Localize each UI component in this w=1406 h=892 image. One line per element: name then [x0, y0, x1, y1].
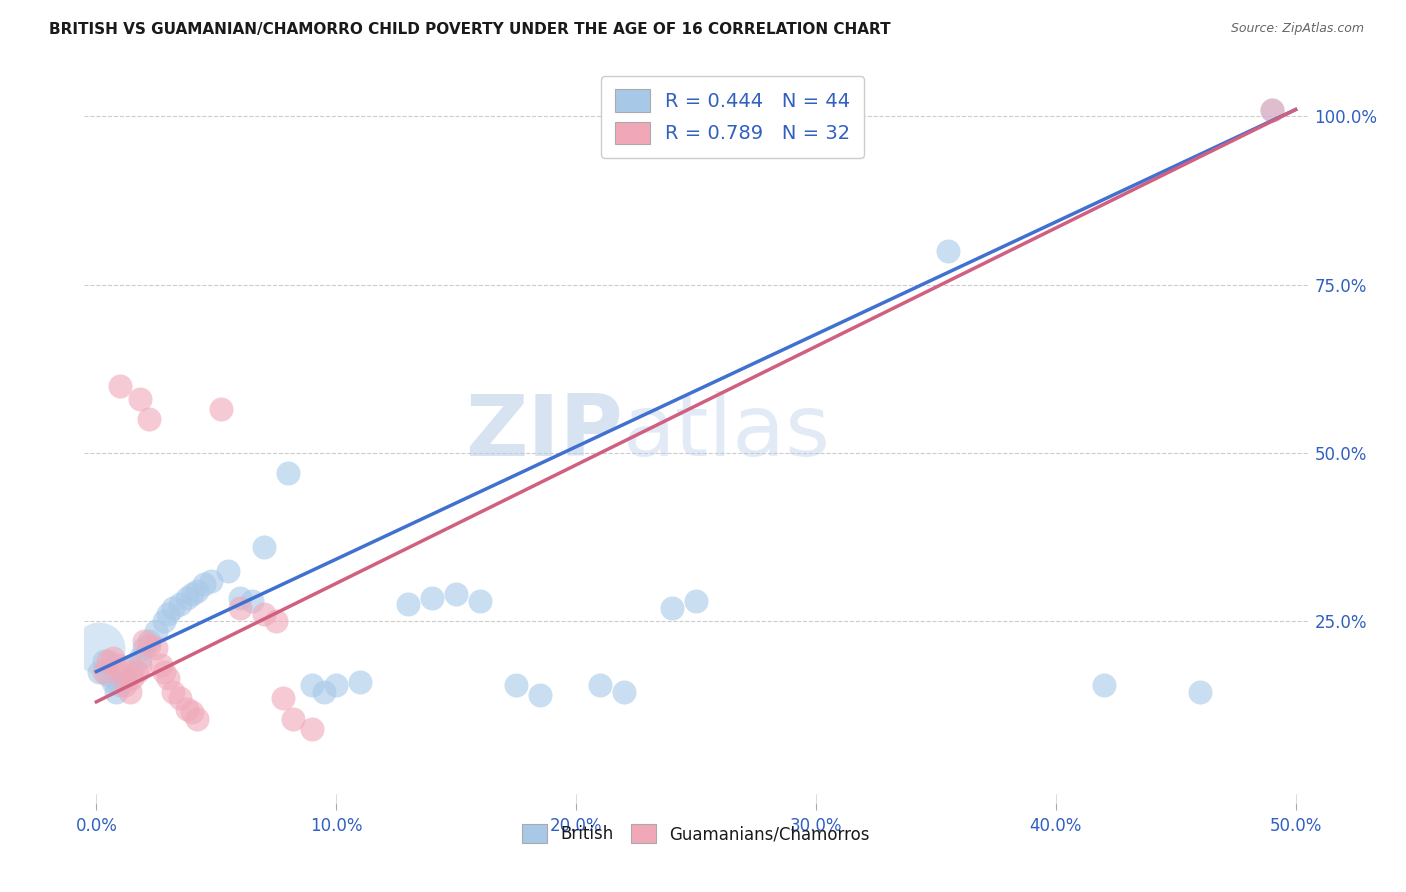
- Point: [314, 685, 336, 699]
- Point: [176, 591, 198, 605]
- Point: [128, 657, 150, 672]
- Point: [114, 671, 136, 685]
- Point: [186, 712, 208, 726]
- Point: [138, 638, 160, 652]
- Point: [420, 591, 443, 605]
- Point: [349, 674, 371, 689]
- Point: [162, 685, 184, 699]
- Point: [152, 665, 174, 679]
- Point: [253, 540, 276, 554]
- Point: [127, 665, 149, 679]
- Point: [145, 640, 167, 655]
- Point: [709, 103, 731, 117]
- Point: [121, 671, 143, 685]
- Point: [93, 655, 115, 669]
- Point: [661, 600, 683, 615]
- Point: [301, 678, 323, 692]
- Point: [186, 583, 208, 598]
- Point: [444, 587, 467, 601]
- Point: [721, 103, 744, 117]
- Point: [505, 678, 527, 692]
- Text: BRITISH VS GUAMANIAN/CHAMORRO CHILD POVERTY UNDER THE AGE OF 16 CORRELATION CHAR: BRITISH VS GUAMANIAN/CHAMORRO CHILD POVE…: [49, 22, 891, 37]
- Point: [157, 671, 180, 685]
- Point: [87, 640, 110, 655]
- Point: [181, 587, 204, 601]
- Point: [193, 577, 215, 591]
- Point: [138, 634, 160, 648]
- Point: [169, 597, 191, 611]
- Point: [134, 634, 156, 648]
- Point: [150, 657, 173, 672]
- Point: [697, 103, 720, 117]
- Point: [121, 661, 143, 675]
- Point: [152, 614, 174, 628]
- Point: [277, 466, 299, 480]
- Point: [169, 691, 191, 706]
- Point: [1260, 103, 1282, 117]
- Point: [157, 607, 180, 622]
- Point: [162, 600, 184, 615]
- Point: [200, 574, 222, 588]
- Point: [613, 685, 636, 699]
- Point: [134, 640, 156, 655]
- Point: [138, 412, 160, 426]
- Point: [107, 657, 129, 672]
- Point: [1092, 678, 1115, 692]
- Text: Source: ZipAtlas.com: Source: ZipAtlas.com: [1230, 22, 1364, 36]
- Point: [145, 624, 167, 639]
- Point: [97, 668, 120, 682]
- Point: [128, 392, 150, 406]
- Legend: British, Guamanians/Chamorros: British, Guamanians/Chamorros: [516, 817, 876, 850]
- Point: [181, 705, 204, 719]
- Point: [101, 674, 124, 689]
- Point: [114, 678, 136, 692]
- Point: [104, 685, 127, 699]
- Text: atlas: atlas: [623, 391, 831, 475]
- Point: [229, 591, 252, 605]
- Point: [101, 651, 124, 665]
- Point: [1188, 685, 1211, 699]
- Point: [468, 594, 491, 608]
- Point: [396, 597, 419, 611]
- Point: [128, 651, 150, 665]
- Point: [229, 600, 252, 615]
- Point: [87, 665, 110, 679]
- Point: [253, 607, 276, 622]
- Point: [1260, 103, 1282, 117]
- Point: [110, 678, 132, 692]
- Point: [733, 103, 755, 117]
- Point: [529, 688, 551, 702]
- Point: [110, 665, 132, 679]
- Point: [176, 701, 198, 715]
- Point: [589, 678, 612, 692]
- Point: [745, 103, 768, 117]
- Point: [209, 402, 232, 417]
- Point: [97, 655, 120, 669]
- Point: [301, 722, 323, 736]
- Point: [118, 685, 141, 699]
- Text: ZIP: ZIP: [465, 391, 623, 475]
- Point: [325, 678, 347, 692]
- Point: [273, 691, 295, 706]
- Point: [93, 665, 115, 679]
- Point: [685, 594, 707, 608]
- Point: [110, 378, 132, 392]
- Point: [240, 594, 263, 608]
- Point: [264, 614, 287, 628]
- Point: [217, 564, 239, 578]
- Point: [936, 244, 959, 258]
- Point: [281, 712, 304, 726]
- Point: [756, 103, 779, 117]
